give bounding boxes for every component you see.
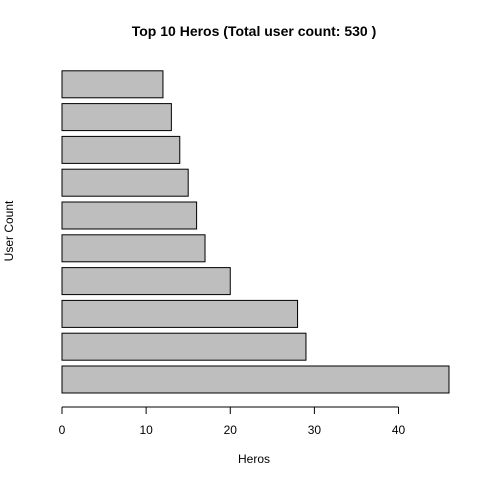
bar bbox=[61, 70, 164, 99]
bar bbox=[61, 201, 198, 230]
bar bbox=[61, 168, 189, 197]
bars-group bbox=[61, 70, 450, 394]
bar bbox=[61, 299, 299, 328]
x-axis: 0 10 20 30 40 bbox=[59, 406, 406, 437]
x-tick-label: 20 bbox=[224, 423, 238, 437]
bar bbox=[61, 332, 307, 361]
x-tick-label: 30 bbox=[308, 423, 322, 437]
x-tick-label: 0 bbox=[59, 423, 66, 437]
chart-title: Top 10 Heros (Total user count: 530 ) bbox=[132, 23, 377, 39]
bar bbox=[61, 365, 450, 394]
bar bbox=[61, 103, 172, 132]
bar bbox=[61, 234, 206, 263]
bar bbox=[61, 135, 181, 164]
bar bbox=[61, 267, 231, 296]
y-axis-label: User Count bbox=[2, 200, 16, 261]
x-tick-label: 40 bbox=[392, 423, 406, 437]
x-tick-label: 10 bbox=[139, 423, 153, 437]
x-axis-label: Heros bbox=[238, 452, 270, 466]
